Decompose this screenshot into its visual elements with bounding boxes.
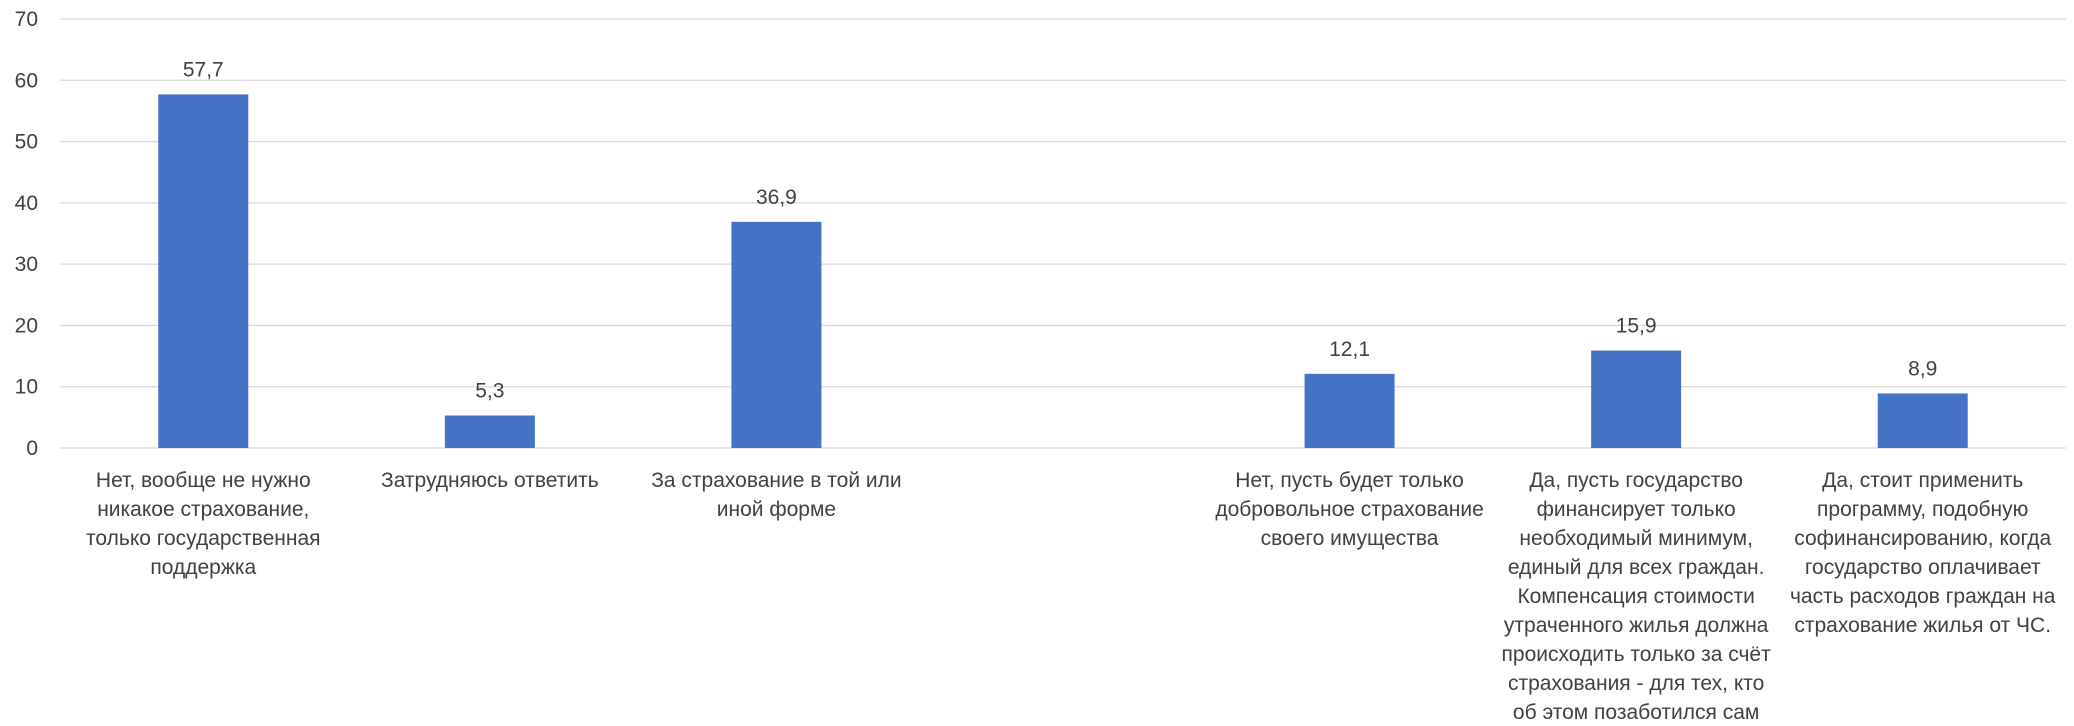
category-label-line: единый для всех граждан. <box>1508 556 1765 579</box>
category-label-line: поддержка <box>150 556 256 579</box>
category-label-line: Компенсация стоимости <box>1517 585 1754 608</box>
category-label-line: происходить только за счёт <box>1502 643 1772 666</box>
data-label: 57,7 <box>183 58 224 81</box>
category-label: Да, пусть государство финансирует только н… <box>1502 469 1772 724</box>
category-label-line: добровольное страхование <box>1215 498 1483 521</box>
category-label: Нет, вообще не нужно никакое страхование,… <box>86 469 321 579</box>
category-label-line: софинансированию, когда <box>1794 527 2051 550</box>
data-label: 8,9 <box>1908 357 1937 380</box>
y-axis: 0 10 20 30 40 50 60 70 <box>15 8 38 460</box>
data-label: 15,9 <box>1616 315 1657 338</box>
category-label-line: Нет, вообще не нужно <box>96 469 311 492</box>
category-label-line: Да, пусть государство <box>1529 469 1743 492</box>
category-label-line: Да, стоит применить <box>1822 469 2023 492</box>
category-label-line: страхования - для тех, кто <box>1508 672 1764 695</box>
bar <box>444 415 535 448</box>
category-label-line: финансирует только <box>1537 498 1736 521</box>
category-label-line: своего имущества <box>1261 527 1439 550</box>
category-label-line: страхование жилья от ЧС. <box>1794 614 2051 637</box>
data-label: 36,9 <box>756 186 797 209</box>
y-tick-label: 70 <box>15 8 38 31</box>
bars <box>158 94 1968 448</box>
x-axis-categories: Нет, вообще не нужно никакое страхование,… <box>86 469 2056 724</box>
y-tick-label: 30 <box>15 253 38 276</box>
y-tick-label: 20 <box>15 314 38 337</box>
category-label: Затрудняюсь ответить <box>381 469 599 492</box>
bar <box>1877 393 1968 448</box>
gridlines <box>60 18 2066 449</box>
category-label-line: необходимый минимум, <box>1519 527 1753 550</box>
category-label-line: программу, подобную <box>1817 498 2028 521</box>
y-tick-label: 40 <box>15 192 38 215</box>
category-label: За страхование в той или иной форме <box>651 469 901 521</box>
category-label-line: За страхование в той или <box>651 469 901 492</box>
category-label-line: только государственная <box>86 527 321 550</box>
category-label-line: Нет, пусть будет только <box>1235 469 1464 492</box>
y-tick-label: 60 <box>15 69 38 92</box>
category-label-line: никакое страхование, <box>97 498 309 521</box>
category-label-line: об этом позаботился сам <box>1513 701 1759 724</box>
category-label-line: утраченного жилья должна <box>1504 614 1769 637</box>
bar <box>1591 350 1682 448</box>
bar <box>1304 373 1395 448</box>
data-label: 12,1 <box>1329 338 1370 361</box>
data-labels: 57,7 5,3 36,9 12,1 15,9 8,9 <box>183 58 1937 402</box>
category-label: Да, стоит применить программу, подобную со… <box>1790 469 2056 637</box>
y-tick-label: 10 <box>15 376 38 399</box>
bar <box>731 221 822 448</box>
category-label-line: Затрудняюсь ответить <box>381 469 599 492</box>
y-tick-label: 50 <box>15 131 38 154</box>
bar <box>158 94 249 448</box>
category-label-line: иной форме <box>717 498 836 521</box>
category-label: Нет, пусть будет только добровольное стра… <box>1215 469 1483 550</box>
category-label-line: государство оплачивает <box>1805 556 2041 579</box>
y-tick-label: 0 <box>26 437 38 460</box>
category-label-line: часть расходов граждан на <box>1790 585 2056 608</box>
data-label: 5,3 <box>475 380 504 403</box>
